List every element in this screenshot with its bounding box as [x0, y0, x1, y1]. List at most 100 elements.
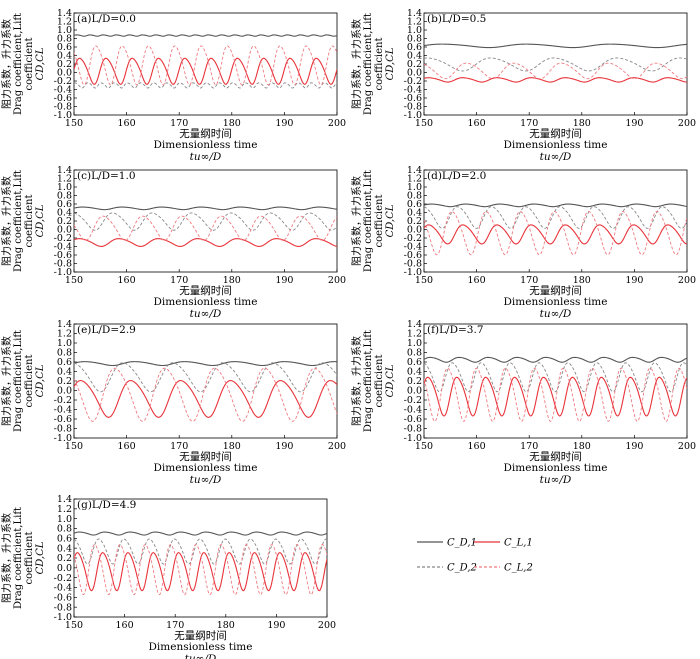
x-tick-label: 160: [118, 275, 136, 286]
x-axis-symbol: tu∞/D: [540, 151, 572, 163]
y-axis-label-cn: 阻力系数，升力系数: [0, 19, 13, 109]
y-tick-label: -1.0: [54, 267, 72, 278]
y-tick-label: 0.6: [57, 199, 72, 210]
panel-label: (a)L/D=0.0: [77, 13, 136, 25]
y-axis-label-cn: 阻力系数，升力系数: [0, 176, 13, 266]
y-axis-label-cn: 阻力系数，升力系数: [350, 19, 363, 109]
y-tick-label: 0.8: [407, 191, 422, 202]
x-tick-label: 150: [65, 441, 83, 452]
x-tick-label: 150: [415, 118, 433, 129]
series-line-c_l1: [74, 380, 337, 418]
series-line-c_d2: [74, 538, 327, 565]
y-tick-label: -1.0: [404, 110, 422, 121]
y-tick-label: 1.4: [407, 8, 422, 19]
y-axis-label-en2: coefficient: [374, 354, 385, 407]
y-tick-label: 0.8: [407, 34, 422, 45]
y-tick-label: 0.8: [57, 524, 72, 535]
y-tick-label: 1.2: [57, 329, 72, 340]
y-tick-label: 1.4: [57, 319, 72, 330]
x-axis-label-cn: 无量纲时间: [529, 284, 582, 297]
y-axis-label-en: Drag coefficient,Lift: [363, 13, 374, 115]
y-tick-label: 1.4: [57, 165, 72, 176]
series-line-c_d2: [424, 362, 687, 393]
y-axis-symbol: CD,CL: [35, 364, 46, 397]
y-tick-label: -0.8: [54, 102, 72, 113]
series-line-c_d1: [74, 361, 337, 367]
y-tick-label: 0.6: [57, 357, 72, 368]
x-tick-label: 170: [166, 620, 184, 631]
panel-label: (d)L/D=2.0: [427, 170, 486, 182]
series-line-c_l2: [74, 367, 337, 422]
series-line-c_l2: [74, 544, 327, 596]
x-tick-label: 150: [415, 441, 433, 452]
x-axis-label-en: Dimensionless time: [154, 462, 258, 474]
y-axis-label-en2: coefficient: [24, 37, 35, 90]
x-tick-label: 150: [65, 620, 83, 631]
y-axis-label-en: Drag coefficient,Lift: [363, 170, 374, 272]
y-tick-label: 0.6: [57, 42, 72, 53]
y-tick-label: -0.2: [54, 233, 72, 244]
y-tick-label: 0.0: [407, 225, 422, 236]
panel-label: (c)L/D=1.0: [77, 170, 136, 182]
y-tick-label: 1.2: [407, 17, 422, 28]
x-axis-label-cn: 无量纲时间: [529, 450, 582, 463]
y-axis-label-en2: coefficient: [24, 194, 35, 247]
series-line-c_l1: [74, 57, 337, 85]
x-tick-label: 180: [573, 275, 591, 286]
x-tick-label: 160: [118, 441, 136, 452]
y-tick-label: 1.4: [57, 8, 72, 19]
x-tick-label: 180: [573, 441, 591, 452]
y-tick-label: 0.2: [407, 59, 422, 70]
x-tick-label: 190: [625, 118, 643, 129]
y-tick-label: 0.2: [57, 59, 72, 70]
y-axis-symbol: CD,CL: [385, 47, 396, 80]
x-axis-label-en: Dimensionless time: [154, 296, 258, 308]
x-axis-symbol: tu∞/D: [540, 308, 572, 320]
y-tick-label: 0.8: [57, 34, 72, 45]
y-tick-label: 0.4: [57, 51, 72, 62]
x-tick-label: 150: [65, 118, 83, 129]
y-tick-label: 1.0: [57, 182, 72, 193]
y-tick-label: 1.2: [57, 174, 72, 185]
y-tick-label: -0.2: [404, 233, 422, 244]
y-tick-label: 0.0: [407, 386, 422, 397]
y-tick-label: 1.4: [57, 494, 72, 505]
x-tick-label: 180: [573, 118, 591, 129]
x-tick-label: 190: [625, 275, 643, 286]
chart-panel-7: -1.0-0.8-0.6-0.4-0.20.00.20.40.60.81.01.…: [0, 494, 336, 659]
y-tick-label: -0.4: [404, 405, 422, 416]
plot-frame: [423, 169, 688, 273]
y-tick-label: -1.0: [54, 433, 72, 444]
y-tick-label: -0.4: [54, 405, 72, 416]
x-tick-label: 170: [520, 441, 538, 452]
y-tick-label: 0.0: [407, 68, 422, 79]
y-tick-label: 0.8: [407, 348, 422, 359]
y-tick-label: 0.2: [57, 376, 72, 387]
y-tick-label: 1.4: [407, 319, 422, 330]
y-tick-label: 0.4: [407, 51, 422, 62]
x-tick-label: 150: [415, 275, 433, 286]
y-axis-label-en: Drag coefficient,Lift: [13, 507, 24, 609]
y-axis-label-cn: 阻力系数，升力系数: [0, 513, 13, 603]
x-tick-label: 200: [678, 441, 696, 452]
series-line-c_d1: [74, 34, 337, 37]
y-tick-label: -0.6: [404, 414, 422, 425]
y-tick-label: -1.0: [404, 267, 422, 278]
x-tick-label: 170: [170, 275, 188, 286]
plot-frame: [73, 12, 338, 116]
x-tick-label: 200: [318, 620, 336, 631]
x-tick-label: 190: [275, 118, 293, 129]
y-tick-label: -0.8: [54, 602, 72, 613]
series-line-c_l1: [74, 238, 337, 247]
y-tick-label: -0.2: [54, 573, 72, 584]
y-axis-symbol: CD,CL: [35, 204, 46, 237]
y-tick-label: 1.2: [57, 17, 72, 28]
y-tick-label: -0.6: [404, 250, 422, 261]
y-tick-label: 0.2: [57, 553, 72, 564]
y-axis-label-cn: 阻力系数，升力系数: [0, 336, 13, 426]
x-tick-label: 180: [223, 275, 241, 286]
y-tick-label: -0.6: [404, 93, 422, 104]
plot-frame: [73, 323, 338, 439]
y-tick-label: 0.6: [57, 534, 72, 545]
